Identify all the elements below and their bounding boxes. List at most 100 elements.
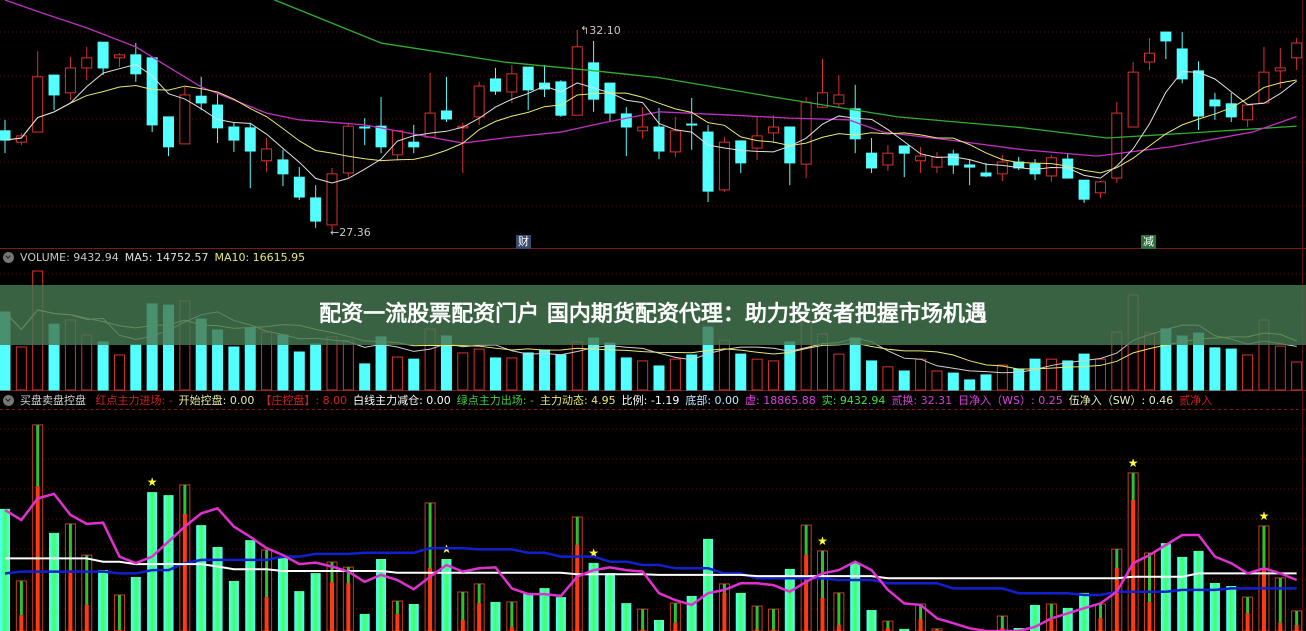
candle-up [391, 130, 403, 156]
indicator-bar [147, 492, 158, 631]
indicator-bar-green [771, 609, 775, 630]
star-icon: ★ [588, 546, 599, 560]
collapse-chevron-icon[interactable] [3, 252, 14, 263]
indicator-bar [784, 568, 795, 631]
indicator-bar [245, 540, 256, 631]
volume-bar [947, 372, 959, 391]
indicator-bar [621, 603, 632, 631]
candle-up [996, 161, 1008, 175]
indicator-field: 伍净入（SW）: 0.46 [1068, 394, 1174, 407]
indicator-bar [212, 547, 223, 631]
candle-down [964, 164, 976, 168]
candle-up [113, 54, 125, 59]
candle-up [1094, 181, 1106, 194]
indicator-bar-green [461, 592, 465, 620]
volume-bar [915, 358, 927, 391]
indicator-bar-green [346, 567, 350, 583]
candle-up [473, 85, 485, 118]
event-marker-jian[interactable]: 减 [1141, 235, 1156, 249]
indicator-bar-red [885, 628, 890, 631]
ma5-line [4, 63, 1297, 184]
candle-up [81, 57, 93, 69]
indicator-bar [490, 601, 501, 631]
event-marker-cai[interactable]: 财 [516, 235, 531, 249]
candle-down [97, 41, 109, 69]
candle-down [1160, 31, 1172, 42]
volume-bar [555, 354, 567, 391]
indicator-bar-green [1049, 604, 1053, 620]
candle-up [32, 76, 44, 133]
star-icon: ★ [817, 534, 828, 548]
candle-up [637, 126, 649, 132]
indicator-bar-red [84, 604, 89, 631]
indicator-bar-green [641, 609, 645, 630]
volume-bar [473, 348, 485, 391]
high-price-label: ↰32.10 [580, 24, 621, 37]
candle-down [1176, 48, 1188, 80]
star-icon: ★ [1259, 509, 1270, 523]
candle-down [866, 152, 878, 169]
indicator-bar-red [330, 582, 334, 631]
indicator-bar [654, 619, 664, 631]
indicator-bar [1013, 628, 1024, 631]
indicator-bar-green [1278, 577, 1282, 623]
volume-bar [506, 357, 518, 391]
indicator-bar [588, 562, 599, 631]
star-icon: ★ [147, 475, 158, 489]
indicator-bar-red [1098, 618, 1103, 631]
volume-ma10: MA10: 16615.95 [214, 251, 306, 264]
indicator-bar [441, 559, 452, 631]
volume-bar [1062, 360, 1074, 391]
magenta-line [4, 492, 1298, 631]
volume-bar [228, 346, 240, 391]
indicator-bar-green [428, 502, 432, 568]
indicator-bar-red [673, 622, 678, 631]
volume-bar [571, 341, 583, 391]
indicator-bar [735, 592, 746, 631]
indicator-bar [686, 595, 697, 631]
candle-down [146, 57, 158, 126]
candle-up [64, 67, 76, 94]
indicator-bar [1030, 604, 1041, 631]
candle-down [1225, 103, 1237, 118]
indicator-bar-red [1278, 622, 1283, 631]
volume-bar [866, 360, 878, 391]
indicator-bar-red [428, 568, 433, 631]
indicator-bar-green [36, 424, 40, 487]
indicator-field: 红点主力进场: - [95, 394, 173, 407]
volume-bar [97, 341, 109, 391]
high-price-value: 32.10 [589, 24, 621, 37]
volume-bar [718, 339, 730, 391]
indicator-bar [163, 495, 174, 631]
indicator-bar-green [1131, 472, 1135, 500]
indicator-bar-green [85, 555, 89, 605]
indicator-field: 虚: 18865.88 [745, 394, 816, 407]
candle-down [408, 141, 420, 148]
volume-bar [686, 354, 698, 391]
indicator-bar [1226, 586, 1237, 631]
candle-down [310, 197, 322, 222]
indicator-field: 比例: -1.19 [621, 394, 680, 407]
indicator-bar-red [1147, 601, 1152, 631]
collapse-chevron-icon[interactable] [3, 395, 14, 406]
volume-bar [342, 339, 354, 391]
candle-up [1127, 71, 1139, 128]
indicator-bar-green [1098, 604, 1102, 619]
candle-down [228, 126, 240, 141]
volume-bar [130, 344, 142, 391]
candle-down [522, 66, 534, 91]
indicator-bar [866, 610, 877, 631]
candle-down [163, 116, 174, 148]
indicator-bar [523, 592, 534, 631]
white-line [5, 557, 1297, 580]
volume-bar [669, 358, 681, 391]
candle-down [1078, 179, 1090, 200]
candle-up [817, 92, 828, 108]
indicator-bar-green [330, 562, 334, 583]
candle-down [686, 123, 698, 126]
indicator-bar-red [182, 514, 187, 631]
volume-bar [735, 353, 747, 391]
indicator-bar-green [919, 604, 923, 619]
candle-down [1209, 99, 1221, 107]
candle-up [571, 46, 583, 116]
